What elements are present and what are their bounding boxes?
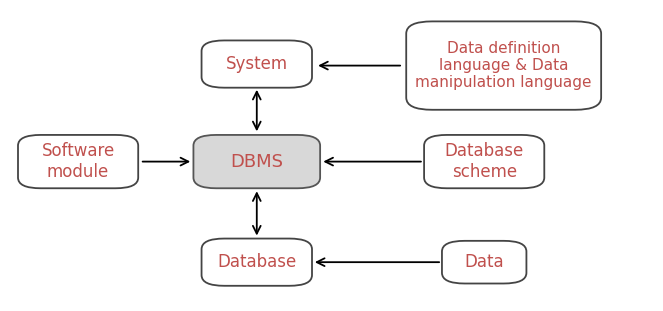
FancyBboxPatch shape — [202, 40, 312, 88]
FancyBboxPatch shape — [442, 241, 526, 284]
FancyBboxPatch shape — [202, 239, 312, 286]
FancyBboxPatch shape — [194, 135, 320, 188]
Text: Software
module: Software module — [42, 142, 115, 181]
Text: DBMS: DBMS — [230, 153, 283, 171]
Text: Data definition
language & Data
manipulation language: Data definition language & Data manipula… — [416, 41, 592, 91]
FancyBboxPatch shape — [424, 135, 544, 188]
Text: System: System — [225, 55, 288, 73]
FancyBboxPatch shape — [406, 21, 601, 110]
FancyBboxPatch shape — [18, 135, 138, 188]
Text: Database
scheme: Database scheme — [445, 142, 524, 181]
Text: Database: Database — [217, 253, 296, 271]
Text: Data: Data — [464, 253, 504, 271]
